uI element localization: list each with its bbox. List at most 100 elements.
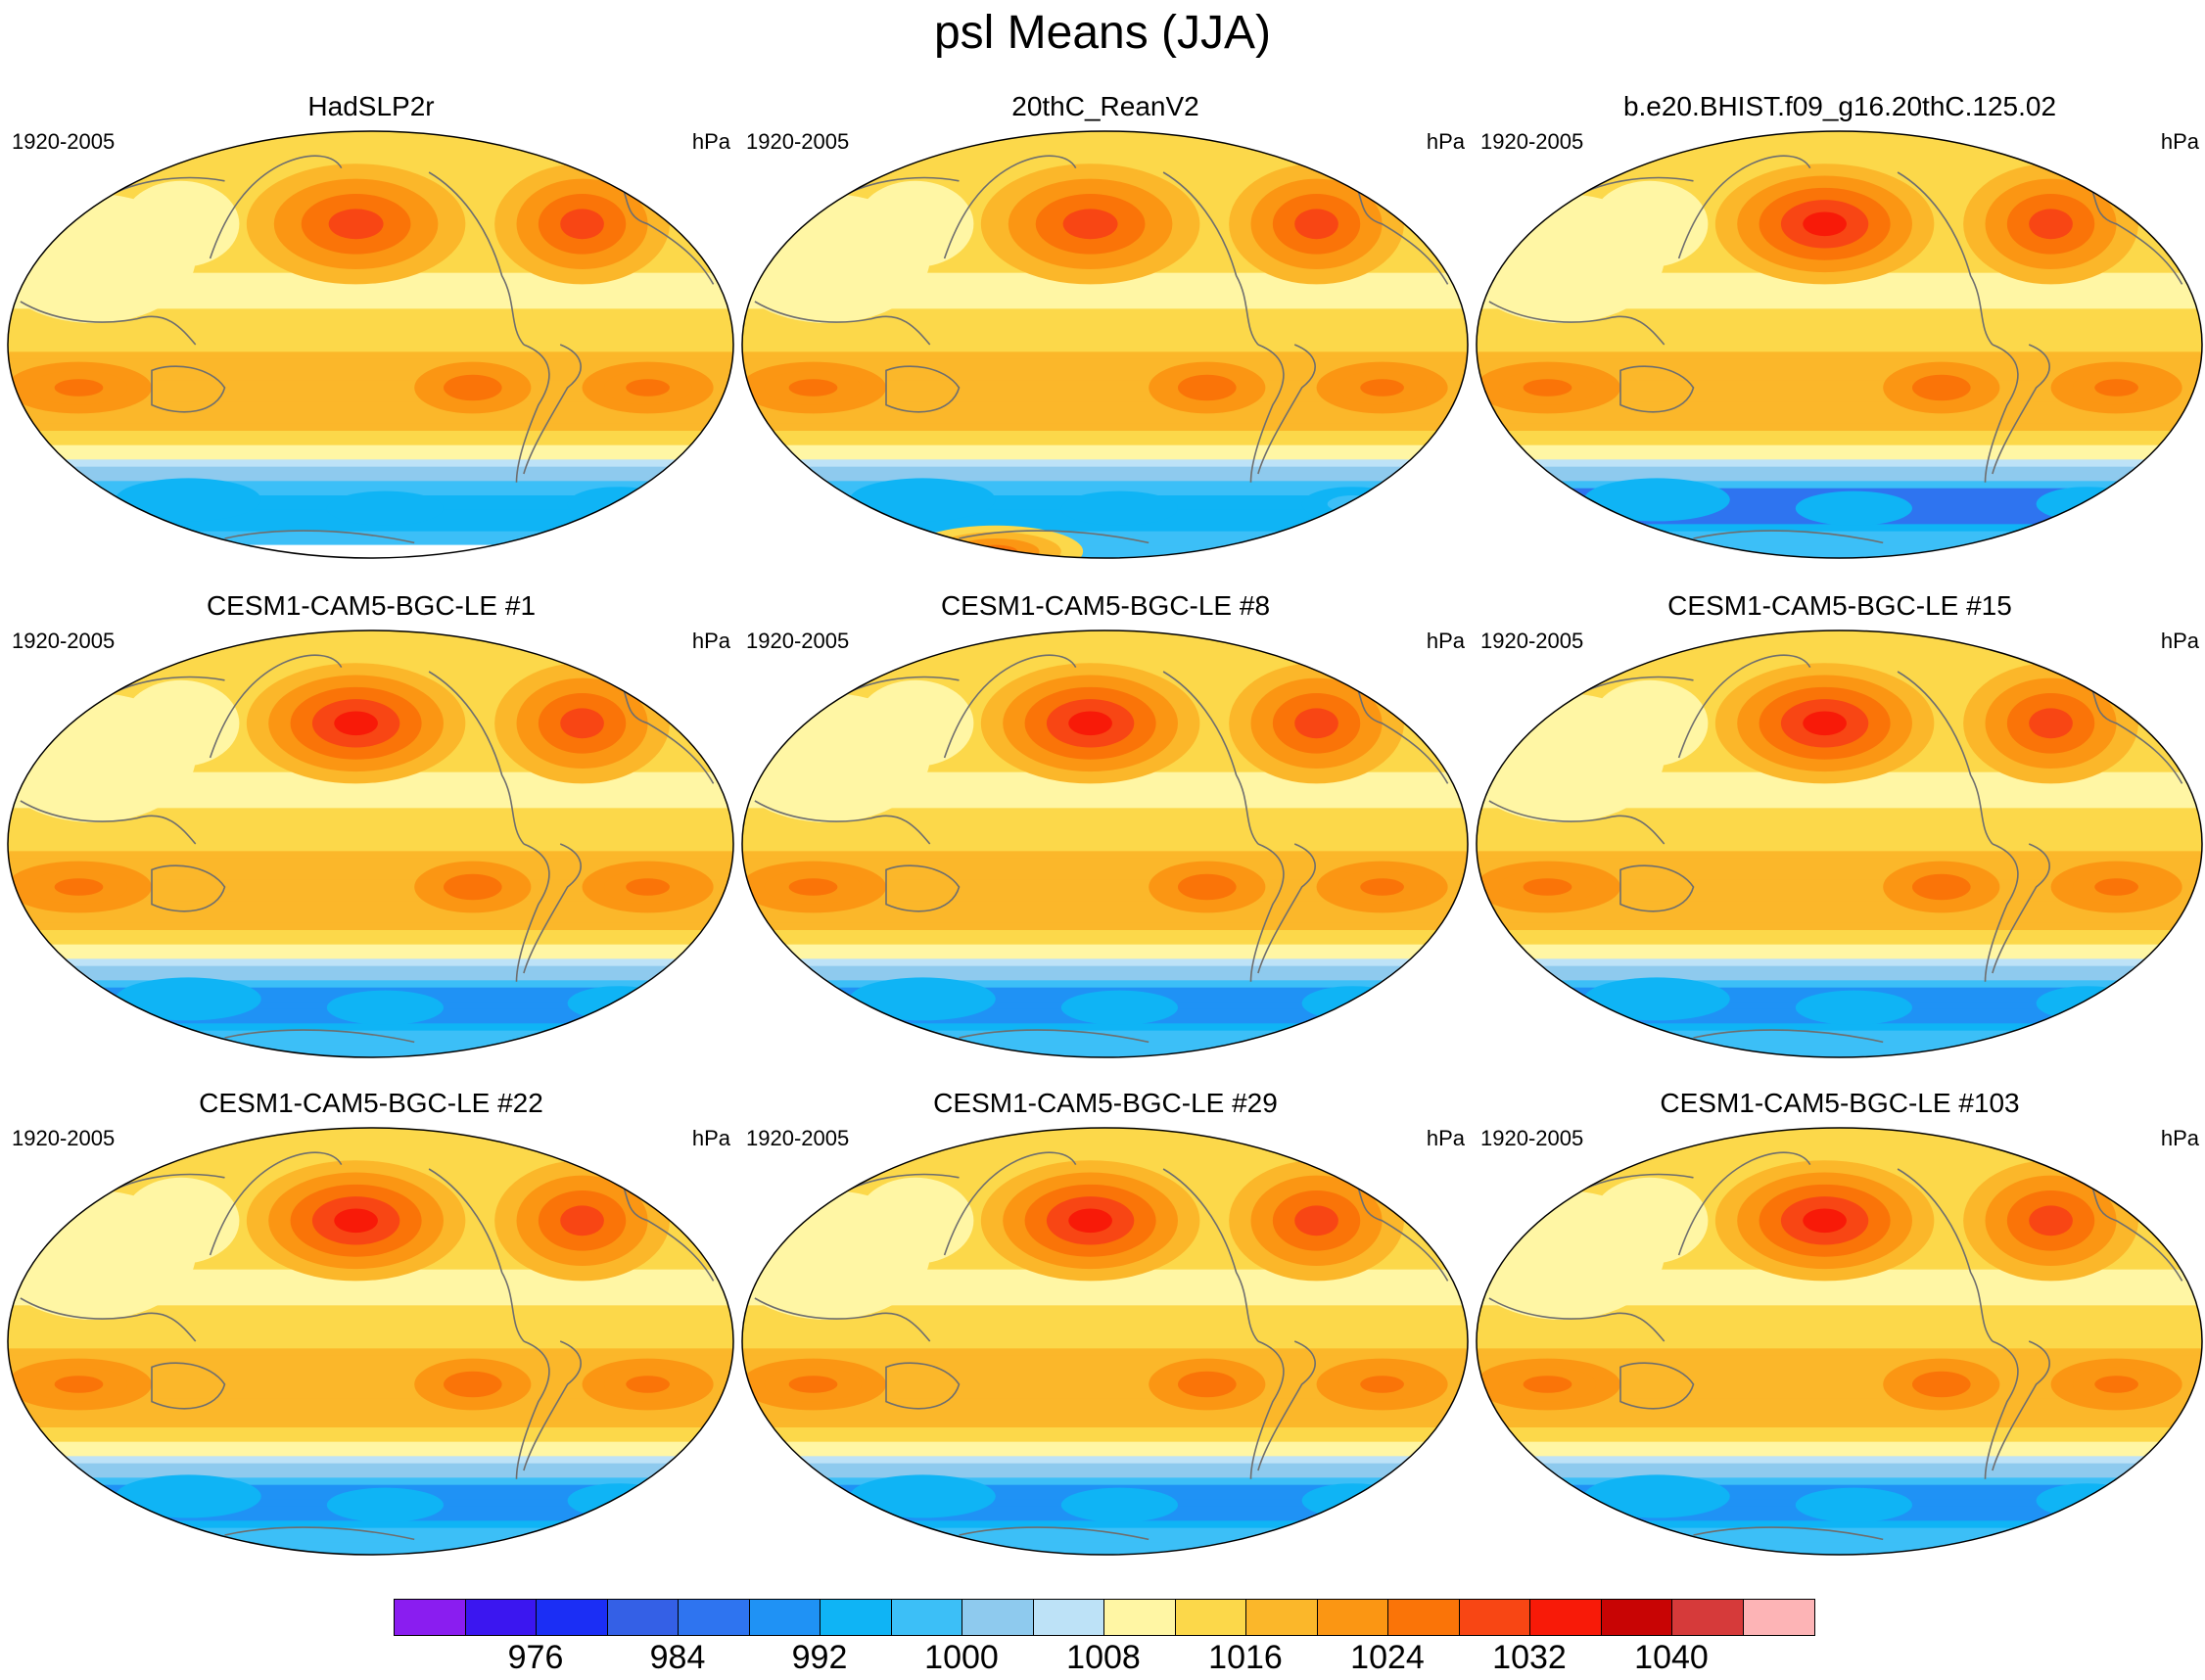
lat-band <box>1477 1549 2202 1555</box>
lat-band <box>1477 1147 2202 1156</box>
map-border <box>741 630 1469 1058</box>
lat-band <box>8 1470 733 1479</box>
map-panel: CESM1-CAM5-BGC-LE #29 1920-2005 hPa <box>738 1087 1473 1571</box>
coastline <box>885 864 961 912</box>
lat-band <box>8 630 733 637</box>
map-border <box>7 130 734 559</box>
lat-band <box>8 308 733 317</box>
southern-ocean-low <box>1301 1483 1404 1518</box>
coastline <box>754 1297 931 1342</box>
lat-band <box>742 786 1468 795</box>
southern-ocean-low <box>115 1474 261 1518</box>
lat-band <box>8 808 733 817</box>
lat-band <box>8 524 733 533</box>
lat-band <box>8 143 733 152</box>
lat-band <box>1477 452 2202 461</box>
lat-band <box>742 887 1468 896</box>
lat-band <box>742 657 1468 666</box>
map-4 <box>7 630 734 1058</box>
lat-band <box>1477 474 2202 483</box>
lat-band <box>8 315 733 324</box>
coastline <box>224 530 415 544</box>
lat-band <box>742 294 1468 303</box>
coastline <box>885 365 961 413</box>
coastline <box>959 1526 1149 1541</box>
lat-band <box>8 1154 733 1163</box>
lat-band <box>8 915 733 924</box>
lat-band <box>1477 1441 2202 1450</box>
coastline <box>943 1151 1077 1256</box>
lat-band <box>742 944 1468 953</box>
lat-band <box>1477 438 2202 446</box>
map-7 <box>7 1127 734 1556</box>
lat-band <box>742 1441 1468 1450</box>
lat-band <box>8 858 733 866</box>
lat-band <box>742 308 1468 317</box>
southern-ocean-low <box>567 487 670 522</box>
lat-band <box>742 1384 1468 1393</box>
south-atlantic-high <box>626 379 670 397</box>
lat-band <box>742 466 1468 475</box>
asian-low <box>122 1177 240 1264</box>
coastline <box>943 654 1077 759</box>
lat-band <box>1477 944 2202 953</box>
lat-band <box>8 879 733 888</box>
asian-low <box>122 679 240 767</box>
lat-band <box>742 380 1468 389</box>
south-atlantic-high <box>2094 1376 2138 1393</box>
coastline <box>943 155 1077 259</box>
lat-band <box>1477 858 2202 866</box>
coastline <box>754 800 931 845</box>
map-border <box>741 1127 1469 1556</box>
lat-band <box>742 1305 1468 1314</box>
lat-band <box>742 1023 1468 1032</box>
south-pacific-high <box>444 1371 502 1398</box>
lat-band <box>742 373 1468 382</box>
lat-band <box>742 1298 1468 1307</box>
lat-band <box>742 915 1468 924</box>
map-border <box>1476 130 2203 559</box>
panel-period: 1920-2005 <box>746 129 850 154</box>
lat-band <box>742 635 1468 644</box>
lat-band <box>8 1038 733 1047</box>
lat-band <box>1477 388 2202 397</box>
asian-low <box>857 180 974 267</box>
lat-band <box>1477 937 2202 946</box>
coastline <box>515 344 550 483</box>
lat-band <box>8 1391 733 1400</box>
lat-band <box>8 1477 733 1486</box>
lat-band <box>1477 1535 2202 1544</box>
lat-band <box>742 444 1468 453</box>
lat-band <box>1477 1023 2202 1032</box>
lat-band <box>8 922 733 931</box>
lat-band <box>742 280 1468 289</box>
lat-band <box>8 351 733 360</box>
map-panel: 20thC_ReanV2 1920-2005 hPa <box>738 90 1473 575</box>
lat-band <box>8 786 733 795</box>
lat-band <box>8 1449 733 1458</box>
lat-band <box>1477 1305 2202 1314</box>
lat-band <box>1477 844 2202 853</box>
lat-band <box>1477 879 2202 888</box>
lat-band <box>742 1406 1468 1415</box>
lat-band <box>1477 1391 2202 1400</box>
lat-band <box>8 323 733 332</box>
colorbar-box <box>537 1600 608 1635</box>
panel-period: 1920-2005 <box>1480 1126 1584 1150</box>
coastline <box>885 1362 961 1410</box>
lat-band <box>8 444 733 453</box>
coastline <box>523 843 582 974</box>
lat-band <box>742 829 1468 838</box>
coastline <box>1619 1362 1695 1410</box>
southern-ocean-low <box>849 977 996 1021</box>
coastline <box>1992 1340 2050 1471</box>
lat-band <box>742 438 1468 446</box>
coastline <box>1677 155 1811 259</box>
lat-band <box>1477 901 2202 910</box>
lat-band <box>1477 395 2202 403</box>
lat-band <box>1477 1277 2202 1285</box>
south-atlantic-high <box>1360 379 1404 397</box>
south-indian-high <box>788 878 838 896</box>
panel-title: CESM1-CAM5-BGC-LE #1 <box>206 590 537 621</box>
lat-band <box>1477 423 2202 432</box>
